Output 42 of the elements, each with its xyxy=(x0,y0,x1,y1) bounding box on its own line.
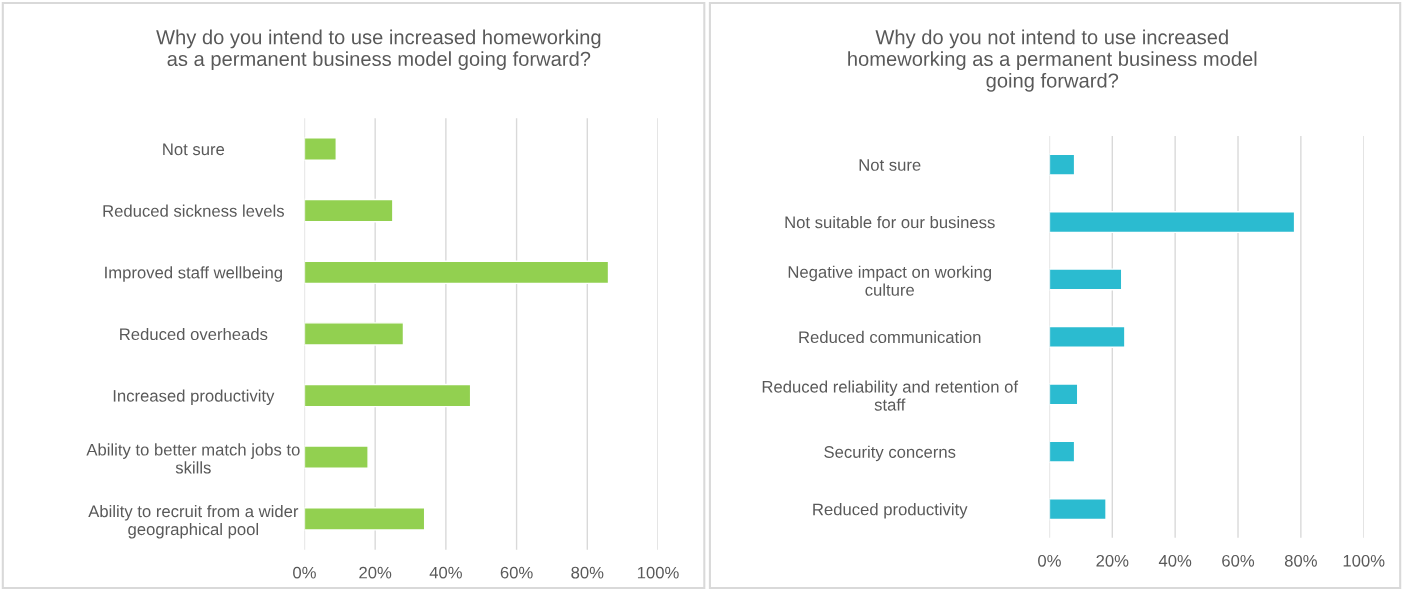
bar xyxy=(304,198,394,223)
bar xyxy=(1049,211,1296,234)
y-tick-label: Reduced communication xyxy=(799,330,981,344)
bar xyxy=(1049,325,1126,348)
y-tick-label: Reduced sickness levels xyxy=(103,204,284,217)
bar xyxy=(1049,498,1107,521)
x-tick-label: 20% xyxy=(359,566,392,579)
bar xyxy=(1049,383,1079,406)
bar xyxy=(304,507,426,531)
y-tick-label: Security concerns xyxy=(824,445,956,462)
x-tick-label: 0% xyxy=(1038,554,1061,567)
x-tick-label: 60% xyxy=(1222,554,1255,567)
y-tick-label: Improved staff wellbeing xyxy=(105,266,282,282)
x-tick-label: 100% xyxy=(637,566,679,579)
bar xyxy=(1049,153,1076,176)
bar xyxy=(304,260,610,285)
bar xyxy=(304,322,405,346)
y-tick-label: Not sure xyxy=(163,143,225,156)
x-tick-label: 60% xyxy=(500,566,533,579)
x-tick-label: 0% xyxy=(293,566,316,579)
y-tick-label: Negative impact on working culture xyxy=(788,265,992,296)
bar xyxy=(1049,440,1076,463)
x-tick-label: 20% xyxy=(1096,554,1129,567)
chart-title: Why do you intend to use increased homeworking as a permanent business model going forward? xyxy=(156,29,601,71)
y-tick-label: Ability to recruit from a wider geographical pool xyxy=(88,505,299,539)
bar xyxy=(304,445,369,469)
y-tick-label: Reduced reliability and retention of staff xyxy=(762,380,1019,411)
y-tick-label: Not suitable for our business xyxy=(785,216,995,229)
bar xyxy=(304,383,472,408)
y-tick-label: Increased productivity xyxy=(113,389,275,406)
x-tick-label: 80% xyxy=(1284,554,1317,567)
x-tick-label: 40% xyxy=(1158,554,1192,567)
chart-title: Why do you not intend to use increased homeworking as a permanent business model going forward? xyxy=(848,29,1257,92)
y-tick-label: Reduced overheads xyxy=(120,327,268,341)
x-tick-label: 100% xyxy=(1343,554,1385,567)
x-tick-label: 80% xyxy=(571,566,604,579)
bar xyxy=(1049,268,1123,291)
y-tick-label: Not sure xyxy=(859,159,921,171)
y-tick-label: Ability to better match jobs to skills xyxy=(86,443,300,474)
x-tick-label: 40% xyxy=(429,566,462,579)
bar xyxy=(304,137,337,161)
y-tick-label: Reduced productivity xyxy=(813,503,968,519)
